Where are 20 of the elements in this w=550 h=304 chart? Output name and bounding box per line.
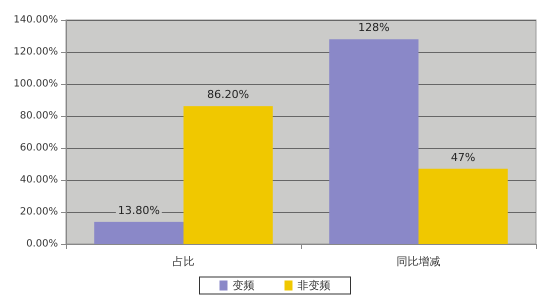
y-tick-label: 140.00% — [14, 14, 58, 26]
data-label: 47% — [450, 150, 476, 164]
x-tick-label: 同比增减 — [396, 255, 440, 268]
y-tick-label: 40.00% — [20, 174, 58, 186]
data-label: 13.80% — [118, 204, 160, 217]
data-label: 86.20% — [207, 88, 250, 102]
bar — [184, 106, 273, 244]
x-tick-label: 占比 — [172, 255, 194, 268]
bar — [329, 39, 418, 244]
y-tick-label: 100.00% — [14, 78, 58, 90]
legend-label: 非变频 — [298, 279, 330, 292]
y-tick-label: 80.00% — [20, 110, 58, 122]
y-tick-label: 120.00% — [14, 46, 58, 58]
y-tick-label: 0.00% — [26, 238, 58, 250]
bar — [94, 222, 184, 244]
legend-label: 变频 — [232, 279, 254, 292]
data-label: 128% — [358, 21, 390, 34]
y-tick-label: 60.00% — [20, 142, 58, 154]
bar — [418, 168, 508, 244]
y-tick-label: 20.00% — [20, 206, 58, 218]
